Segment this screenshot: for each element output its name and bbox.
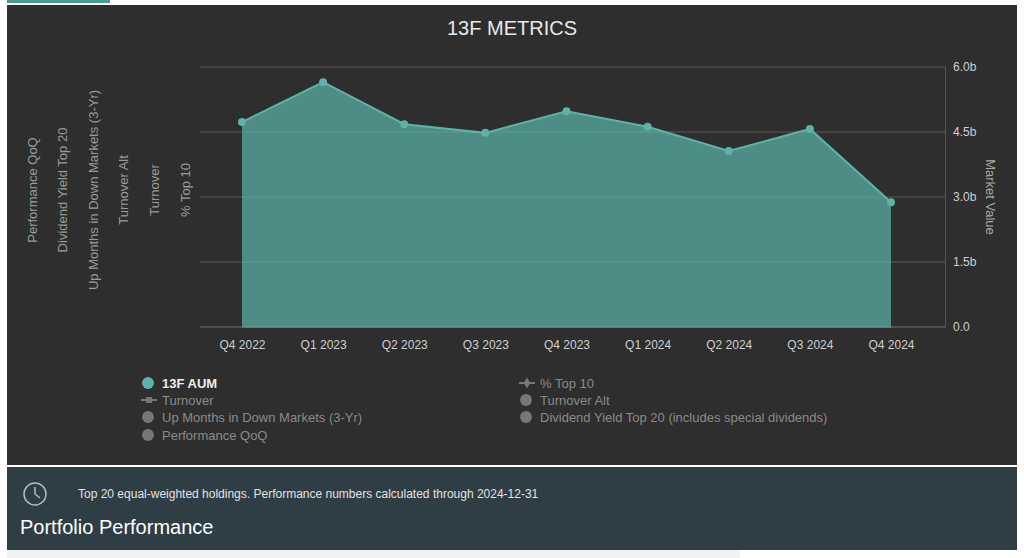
x-tick-label: Q4 2023 [544,338,590,352]
legend-item[interactable]: Up Months in Down Markets (3-Yr) [142,410,362,425]
plot-marks [238,78,895,327]
y-tick: 1.5b [945,255,977,269]
x-tick: Q2 2023 [382,327,428,352]
y-tick-label: 1.5b [953,255,977,269]
left-axis-title: Performance QoQ [25,137,40,243]
x-tick: Q3 2024 [787,327,833,352]
legend-item[interactable]: Dividend Yield Top 20 (includes special … [520,410,827,425]
left-axis-title: Turnover Alt [116,155,131,225]
y-tick-label: 6.0b [953,60,977,74]
x-tick-label: Q4 2022 [219,338,265,352]
x-tick: Q4 2023 [544,327,590,352]
series-line [242,82,891,202]
clock-hands [35,487,40,498]
legend-marker [520,394,532,406]
legend-item[interactable]: % Top 10 [519,376,594,391]
x-tick: Q3 2023 [463,327,509,352]
card-background [7,5,1017,465]
x-tick-label: Q1 2023 [301,338,347,352]
data-point [806,125,814,133]
legend-marker [524,377,530,388]
x-tick: Q1 2024 [625,327,671,352]
y-tick: 6.0b [945,60,977,74]
footer-band [7,467,1017,550]
footer-strip [7,550,740,558]
legend-label: Turnover Alt [540,393,610,408]
x-tick-label: Q4 2024 [868,338,914,352]
grid [200,67,945,327]
data-point [238,118,246,126]
legend-marker [142,377,154,389]
x-tick-label: Q2 2023 [382,338,428,352]
y-tick-label: 3.0b [953,190,977,204]
chart-title: 13F METRICS [447,17,577,39]
x-tick: Q4 2022 [219,327,265,352]
footer-note: Top 20 equal-weighted holdings. Performa… [78,487,539,501]
y-tick-label: 4.5b [953,125,977,139]
x-tick-label: Q3 2023 [463,338,509,352]
legend-item[interactable]: Performance QoQ [142,428,267,443]
x-tick: Q2 2024 [706,327,752,352]
left-axis-title: Turnover [147,164,162,216]
legend-item[interactable]: Turnover Alt [520,393,610,408]
y-tick-label: 0.0 [953,320,970,334]
page: 13F METRICSQ4 2022Q1 2023Q2 2023Q3 2023Q… [0,0,1024,558]
left-axis-title: Dividend Yield Top 20 [55,128,70,253]
left-axis-title: Up Months in Down Markets (3-Yr) [86,90,101,290]
data-point [563,107,571,115]
x-tick: Q4 2024 [868,327,914,352]
data-point [319,78,327,86]
legend-label: Dividend Yield Top 20 (includes special … [540,410,827,425]
data-point [725,147,733,155]
x-tick-label: Q2 2024 [706,338,752,352]
data-point [644,123,652,131]
y-tick: 0.0 [945,320,970,334]
grid-line [200,67,945,68]
y-tick: 3.0b [945,190,977,204]
area-fill [242,82,891,327]
legend-label: % Top 10 [540,376,594,391]
legend-marker [146,397,152,403]
footer-heading: Portfolio Performance [20,516,213,538]
legend-marker [142,429,154,441]
data-point [887,198,895,206]
x-tick-label: Q1 2024 [625,338,671,352]
x-axis: Q4 2022 Q1 2023 Q2 2023 Q3 2023 Q4 2023 Q1 20… [219,327,914,352]
data-point [400,120,408,128]
legend-marker [142,411,154,423]
legend-item[interactable]: 13F AUM [142,376,217,391]
x-tick: Q1 2023 [301,327,347,352]
legend-label: Performance QoQ [162,428,268,443]
y-axis-title: Market Value [983,159,998,235]
tab-underline [7,0,110,3]
clock-face [24,483,46,505]
legend-label: Up Months in Down Markets (3-Yr) [162,410,362,425]
data-point [481,129,489,137]
x-axis-line [243,327,892,328]
legend-label: 13F AUM [162,376,217,391]
legend-label: Turnover [162,393,214,408]
y-axis-line [945,68,946,328]
left-axis-title: % Top 10 [178,163,193,217]
clock-icon [24,483,46,505]
legend: 13F AUM % Top 10 Turnover Turnover Alt Up Mo… [141,376,827,443]
legend-marker [520,411,532,423]
y-tick: 4.5b [945,125,977,139]
legend-item[interactable]: Turnover [141,393,214,408]
y-axis: 0.0 1.5b 3.0b 4.5b 6.0b [945,60,977,334]
x-tick-label: Q3 2024 [787,338,833,352]
